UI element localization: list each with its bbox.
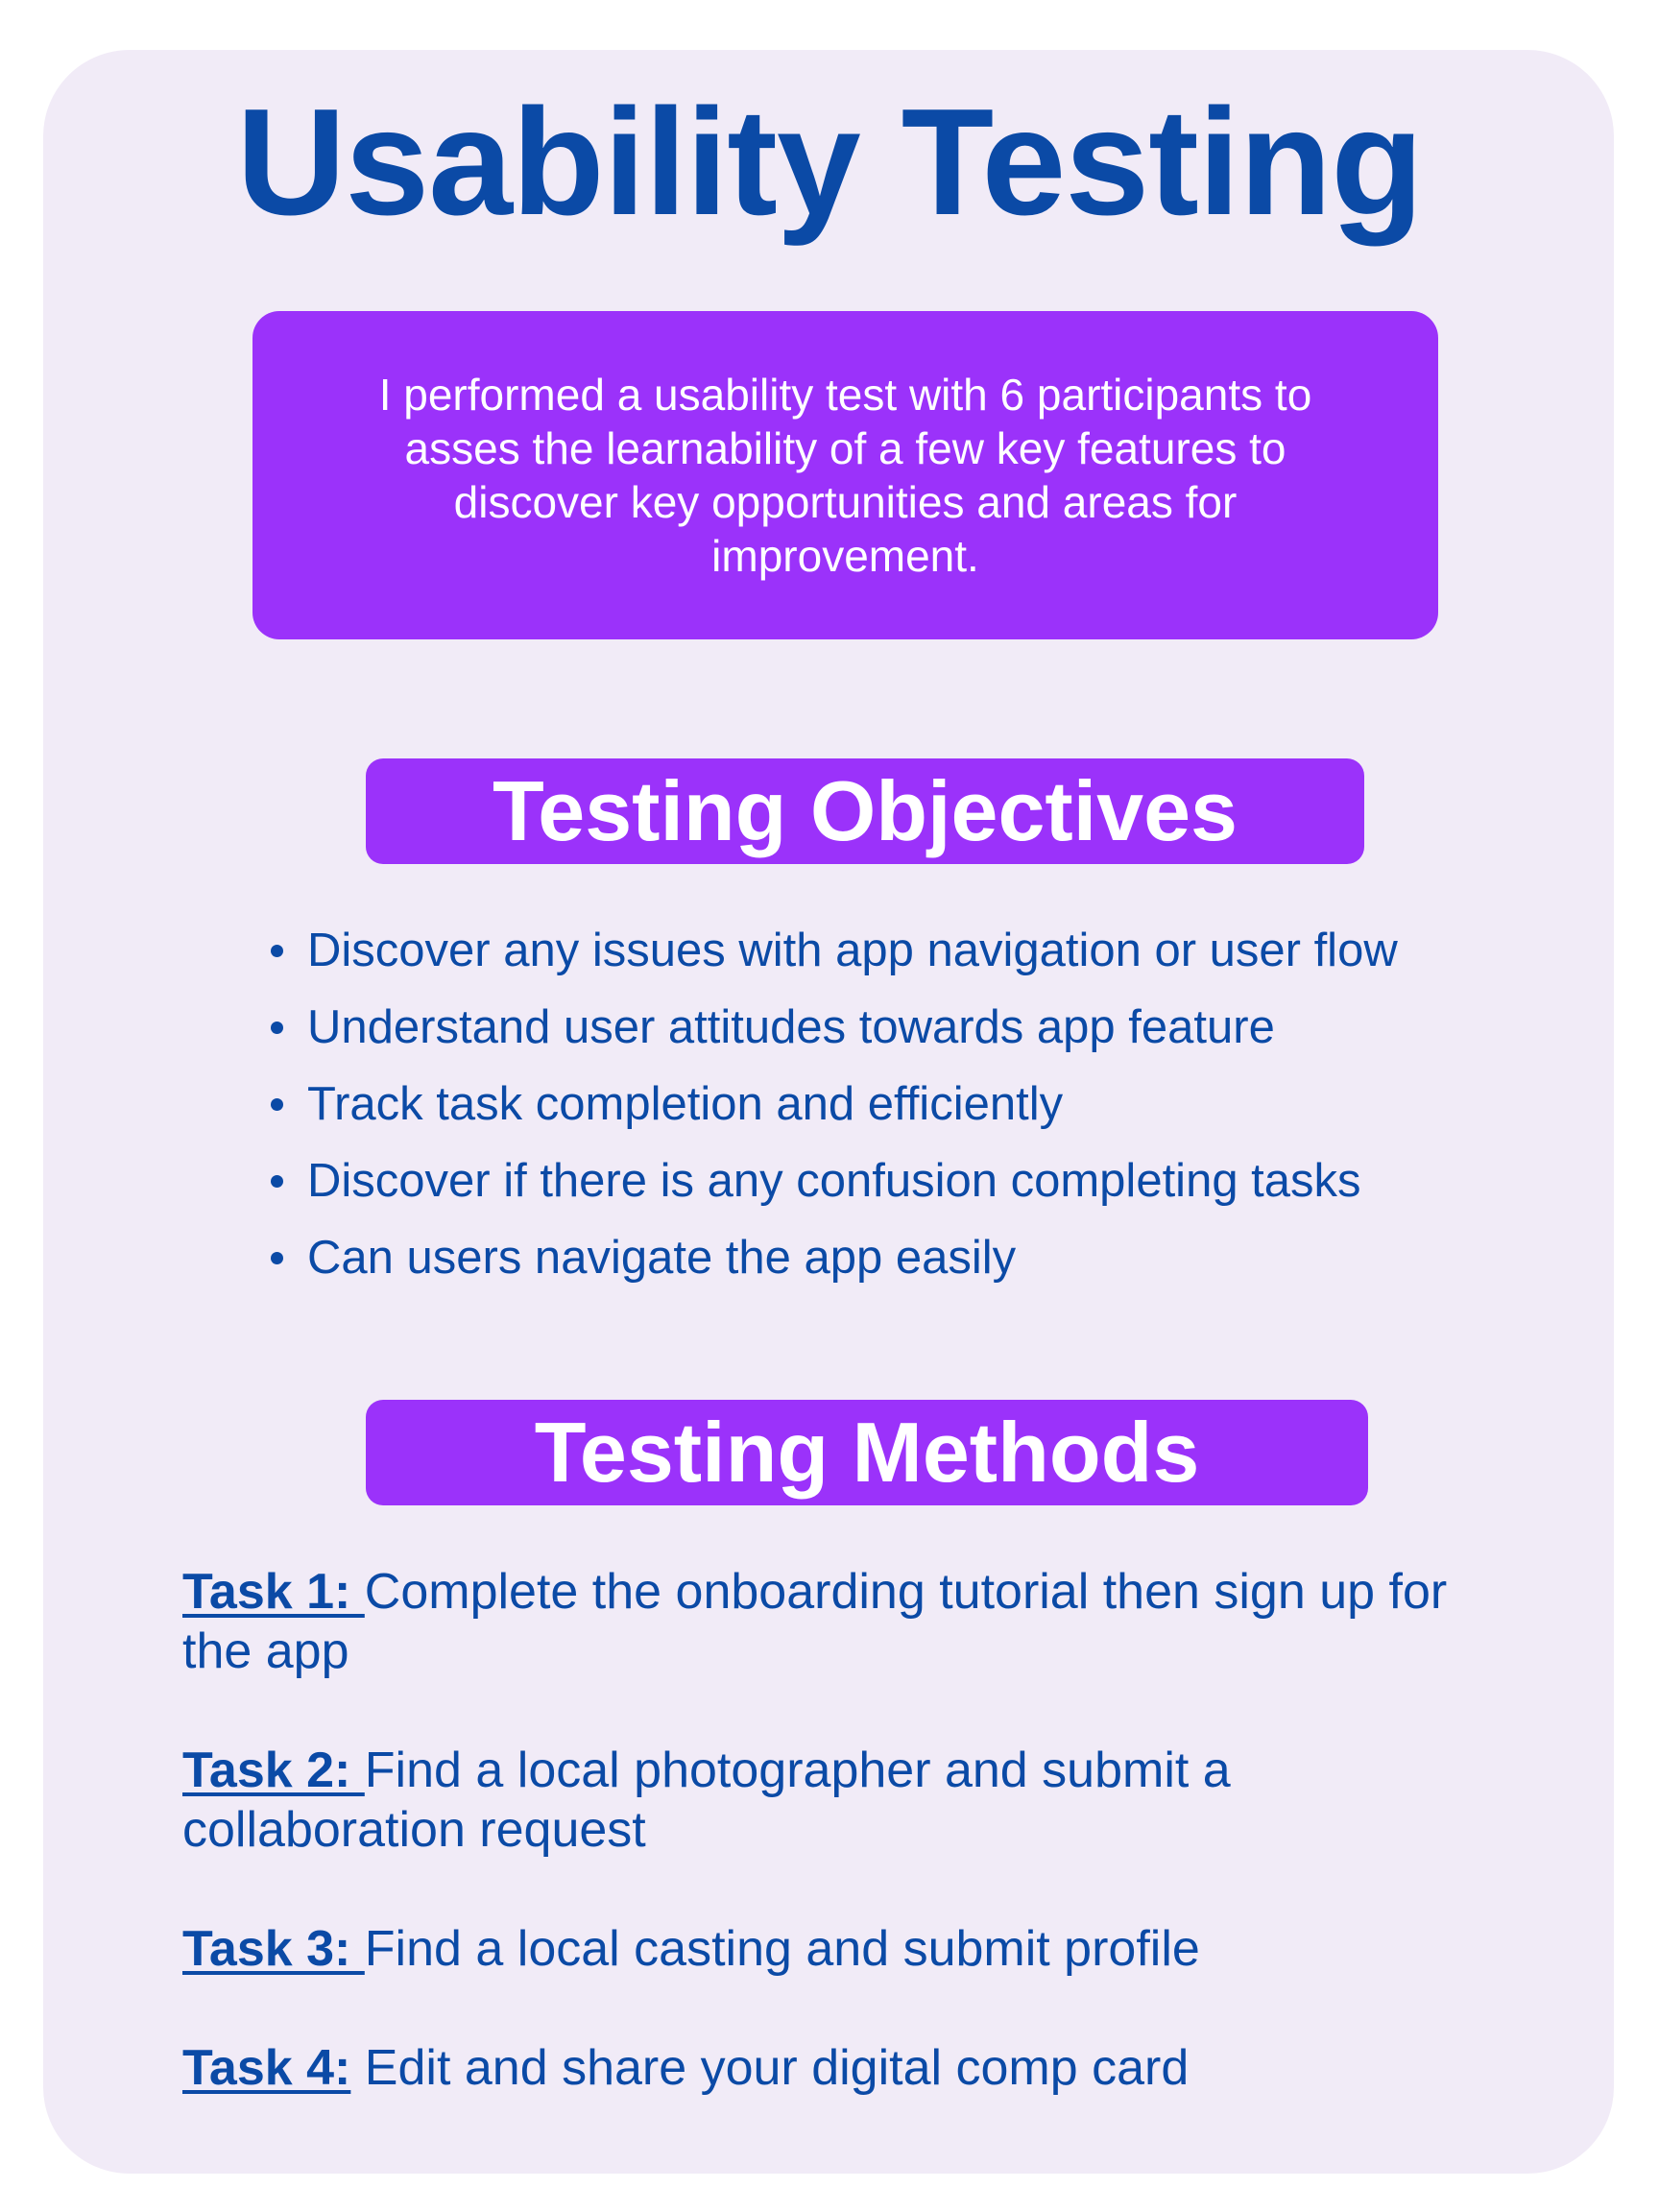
intro-text: I performed a usability test with 6 part… [378,370,1312,581]
intro-box: I performed a usability test with 6 part… [252,311,1438,639]
bullet-icon [271,1022,283,1034]
objectives-list: Discover any issues with app navigation … [271,912,1398,1296]
task-text: Complete the onboarding tutorial then si… [182,1564,1448,1679]
task-label: Task 1: [182,1564,365,1620]
list-item: Can users navigate the app easily [271,1219,1398,1296]
list-item: Discover if there is any confusion compl… [271,1142,1398,1219]
task-item: Task 2: Find a local photographer and su… [182,1741,1527,1860]
task-label: Task 4: [182,2040,351,2096]
list-item: Understand user attitudes towards app fe… [271,989,1398,1066]
objective-text: Can users navigate the app easily [307,1232,1017,1284]
task-item: Task 3: Find a local casting and submit … [182,1919,1527,1979]
task-text: Edit and share your digital comp card [350,2040,1190,2096]
task-item: Task 4: Edit and share your digital comp… [182,2038,1527,2098]
task-label: Task 3: [182,1921,365,1977]
objective-text: Track task completion and efficiently [307,1078,1064,1130]
objective-text: Discover any issues with app navigation … [307,925,1398,976]
list-item: Track task completion and efficiently [271,1066,1398,1142]
task-label: Task 2: [182,1743,365,1798]
bullet-icon [271,1252,283,1264]
methods-heading: Testing Methods [366,1400,1368,1505]
objective-text: Understand user attitudes towards app fe… [307,1001,1275,1053]
objective-text: Discover if there is any confusion compl… [307,1155,1361,1207]
bullet-icon [271,1098,283,1111]
objectives-heading: Testing Objectives [366,758,1364,864]
task-item: Task 1: Complete the onboarding tutorial… [182,1562,1527,1681]
task-text: Find a local photographer and submit a c… [182,1743,1231,1858]
bullet-icon [271,945,283,957]
task-text: Find a local casting and submit profile [364,1921,1200,1977]
page-title: Usability Testing [236,78,1424,247]
list-item: Discover any issues with app navigation … [271,912,1398,989]
bullet-icon [271,1175,283,1188]
